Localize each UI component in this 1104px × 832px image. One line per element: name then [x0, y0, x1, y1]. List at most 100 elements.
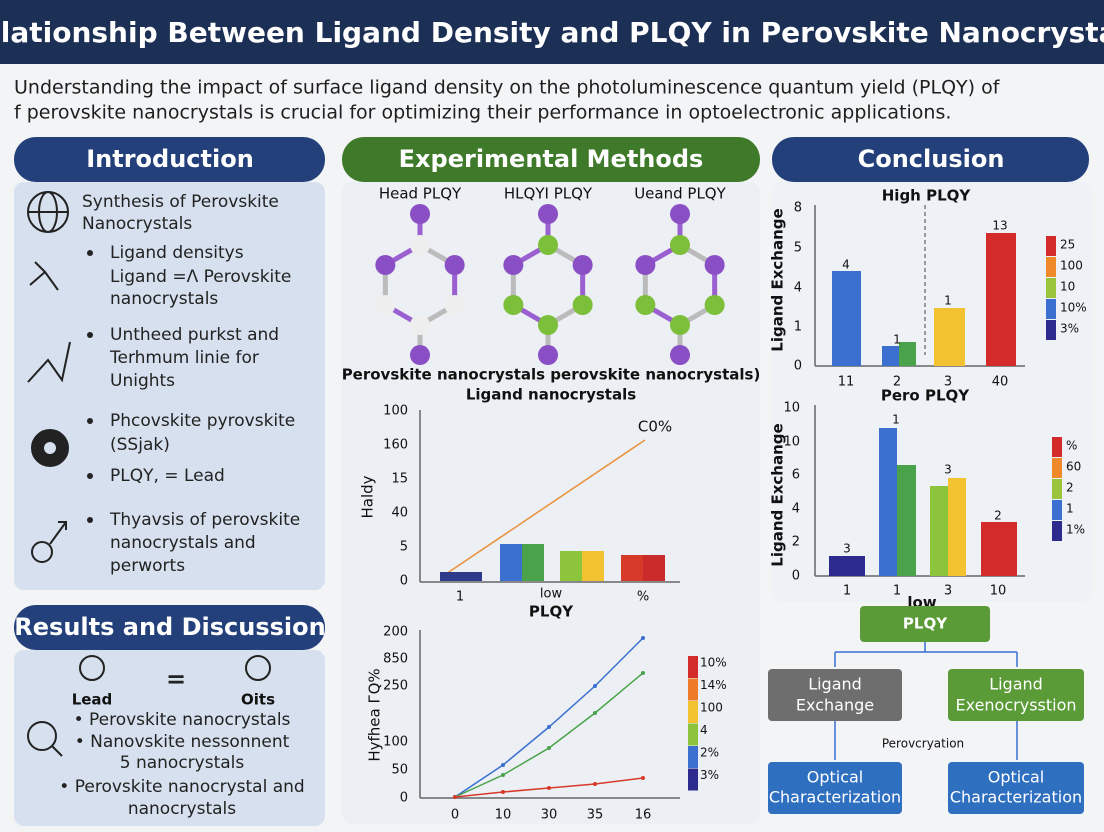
legend-label: 14%	[700, 678, 727, 692]
legend-label: 3%	[1060, 322, 1079, 336]
flow-label: PLQY	[903, 615, 948, 633]
flow-label: Optical	[988, 768, 1045, 787]
section-title: Introduction	[86, 145, 254, 173]
result-item: • Perovskite nanocrystals	[74, 710, 291, 730]
bullet	[87, 418, 93, 424]
results-panel	[14, 650, 325, 826]
bar	[582, 551, 604, 581]
legend-swatch	[688, 701, 698, 723]
atom	[635, 255, 656, 275]
section-title: Experimental Methods	[399, 145, 704, 173]
result-item: • Perovskite nanocrystal and	[59, 777, 304, 797]
y-tick-label: 4	[794, 281, 802, 296]
atom	[410, 235, 430, 255]
bar	[981, 522, 1017, 576]
flow-label: Exchange	[796, 696, 874, 715]
y-tick-label: 0	[400, 574, 408, 589]
legend-swatch	[688, 768, 698, 791]
bar	[986, 233, 1016, 366]
intro-item: (SSjak)	[110, 435, 170, 455]
result-item: • Nanovskite nessonnent	[75, 732, 290, 752]
legend-label: %	[1066, 439, 1077, 453]
intro-item: nanocrystals and	[110, 533, 256, 553]
intro-text: f perovskite nanocrystals is crucial for…	[14, 102, 951, 124]
flow-label: Optical	[807, 768, 864, 787]
atom	[538, 204, 558, 224]
intro-item: Unights	[110, 371, 175, 391]
section-title: Results and Discussion	[14, 613, 325, 641]
marker	[641, 636, 645, 640]
y-tick-label: 0	[400, 791, 408, 806]
network-icon	[79, 655, 105, 681]
gear-icon	[42, 440, 58, 456]
bar	[882, 346, 899, 366]
y-tick-label: 200	[383, 625, 408, 640]
atom	[444, 255, 465, 275]
title-banner	[0, 0, 1104, 64]
atom	[572, 295, 593, 315]
bar	[930, 486, 948, 576]
intro-item: Synthesis of Perovskite	[82, 192, 279, 212]
marker	[593, 782, 597, 786]
atom	[635, 295, 656, 315]
x-axis-title: PLQY	[529, 603, 574, 621]
legend-swatch	[1052, 521, 1062, 541]
bar-label: 13	[992, 219, 1007, 233]
bar	[621, 555, 643, 581]
y-tick-label: 10	[783, 401, 800, 416]
x-axis-title: Pero PLQY	[881, 387, 970, 405]
icon-label: Lead	[72, 691, 113, 709]
legend-swatch	[1046, 299, 1056, 319]
x-tick-label: 1	[843, 584, 851, 599]
atom	[572, 255, 593, 275]
flow-label: Ligand	[808, 675, 862, 694]
atom	[410, 345, 430, 365]
bullet	[87, 332, 93, 338]
legend-label: 100	[1060, 259, 1083, 273]
molecule-label: Head PLQY	[379, 185, 462, 203]
marker	[547, 786, 551, 790]
legend-label: 4	[700, 723, 708, 737]
section-title: Conclusion	[858, 145, 1005, 173]
y-tick-label: 5	[794, 241, 802, 256]
legend-label: 2	[1066, 481, 1074, 495]
intro-item: PLQY, = Lead	[110, 466, 225, 486]
bar	[500, 544, 522, 581]
legend-swatch	[1052, 458, 1062, 478]
flow-label: Characterization	[769, 788, 901, 807]
legend-swatch	[1052, 479, 1062, 499]
chart-title: High PLQY	[882, 187, 972, 205]
legend-label: 60	[1066, 460, 1081, 474]
intro-panel	[14, 182, 325, 590]
marker	[593, 684, 597, 688]
annotation: C0%	[638, 418, 672, 436]
y-tick-label: 100	[383, 735, 408, 750]
x-tick-label: 16	[635, 808, 652, 823]
methods-header	[342, 137, 760, 182]
legend-swatch	[1046, 278, 1056, 298]
flow-label: Ligand	[989, 675, 1043, 694]
marker	[453, 795, 457, 799]
x-tick-label: 30	[541, 808, 558, 823]
bar-label: 1	[944, 294, 952, 308]
equals: =	[166, 665, 186, 693]
y-axis-title: Haldy	[359, 475, 377, 518]
x-tick-label: 2	[893, 375, 901, 390]
legend-label: 2%	[700, 746, 719, 760]
bar-label: 1	[893, 333, 901, 347]
legend-swatch	[1052, 437, 1062, 457]
intro-item: Phcovskite pyrovskite	[110, 411, 295, 431]
y-tick-label: 100	[383, 404, 408, 419]
y-axis-title: Ligand Exchange	[769, 208, 787, 351]
legend-swatch	[688, 678, 698, 701]
male-icon	[31, 541, 53, 563]
icon-label: Oits	[241, 691, 275, 709]
x-tick-label: 10	[495, 808, 512, 823]
y-tick-label: 6	[792, 468, 800, 483]
y-tick-label: 8	[794, 201, 802, 216]
search-icon	[27, 721, 57, 751]
intro-item: perworts	[110, 556, 185, 576]
atom	[670, 345, 690, 365]
x-tick-label: low	[540, 587, 563, 602]
bar	[832, 271, 861, 366]
